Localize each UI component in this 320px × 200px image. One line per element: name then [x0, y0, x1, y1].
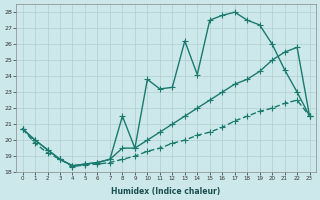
X-axis label: Humidex (Indice chaleur): Humidex (Indice chaleur)	[111, 187, 221, 196]
